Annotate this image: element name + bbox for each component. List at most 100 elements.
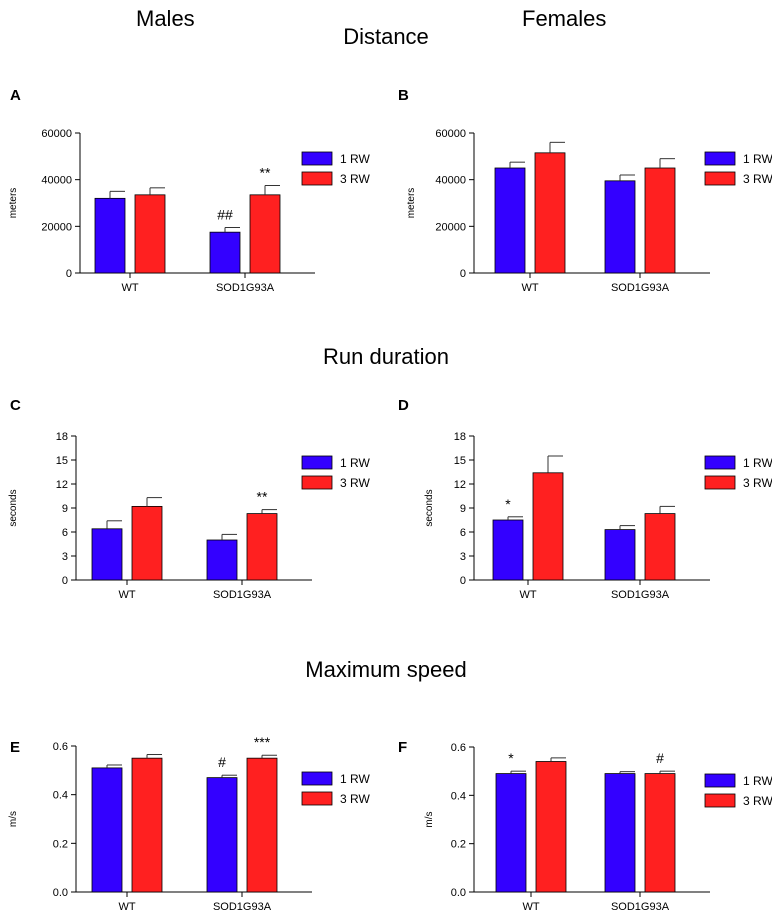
bar-3rw	[644, 773, 676, 893]
y-tick-label: 20000	[435, 221, 466, 233]
y-tick-label: 3	[62, 551, 68, 563]
y-tick-label: 12	[56, 479, 68, 491]
x-tick-label: WT	[519, 589, 536, 601]
bar-1rw	[94, 197, 126, 274]
legend-swatch-1rw	[704, 455, 736, 470]
bar-1rw	[209, 231, 241, 274]
legend-swatch-3rw	[704, 171, 736, 186]
y-tick-label: 3	[460, 551, 466, 563]
x-tick-label: SOD1G93A	[216, 282, 275, 294]
panel-letter: F	[398, 739, 407, 756]
legend-swatch-3rw	[301, 171, 333, 186]
x-tick-label: WT	[522, 901, 539, 913]
y-tick-label: 18	[454, 431, 466, 443]
chart-panel-f: F 0.0 0.2 0.4 0.6 m/s WT SOD1G93A * #1 RW 3 RW	[398, 739, 772, 913]
chart-panel-c: C 0 3 6 9 12 15 18 seconds WT SOD1G93A ** 1 RW 3 RW	[8, 397, 370, 601]
y-tick-label: 0.4	[53, 790, 68, 802]
panel-letter: B	[398, 87, 409, 104]
significance-marker: ***	[254, 734, 271, 750]
legend-label: 3 RW	[743, 172, 772, 186]
legend-swatch-1rw	[301, 151, 333, 166]
significance-marker: *	[508, 750, 514, 766]
y-tick-label: 12	[454, 479, 466, 491]
males-heading: Males	[136, 6, 195, 31]
y-axis-label: meters	[8, 188, 19, 219]
x-tick-label: WT	[118, 589, 135, 601]
significance-marker: **	[260, 165, 271, 181]
y-axis-label: m/s	[8, 811, 19, 827]
panel-letter: A	[10, 87, 21, 104]
panel-letter: D	[398, 397, 409, 414]
bar-1rw	[604, 180, 636, 274]
legend-swatch-1rw	[301, 771, 333, 786]
y-tick-label: 0	[66, 268, 72, 280]
y-tick-label: 0.6	[451, 742, 466, 754]
x-tick-label: SOD1G93A	[611, 589, 670, 601]
y-tick-label: 40000	[41, 175, 72, 187]
legend-swatch-3rw	[704, 793, 736, 808]
bar-1rw	[492, 519, 524, 581]
y-axis-label: meters	[406, 188, 417, 219]
y-tick-label: 15	[454, 455, 466, 467]
bar-3rw	[134, 194, 166, 274]
x-tick-label: SOD1G93A	[611, 901, 670, 913]
legend-label: 3 RW	[340, 172, 370, 186]
legend-swatch-3rw	[301, 475, 333, 490]
bar-1rw	[91, 528, 123, 581]
bar-3rw	[644, 513, 676, 581]
y-tick-label: 0.4	[451, 790, 466, 802]
significance-marker: *	[505, 496, 511, 512]
bar-3rw	[246, 757, 278, 893]
chart-panel-a: A 0 20000 40000 60000 meters WT SOD1G93A ## ** 1 R…	[8, 87, 370, 294]
y-tick-label: 0.6	[53, 741, 68, 753]
panel-letter: C	[10, 397, 21, 414]
x-tick-label: WT	[118, 901, 135, 913]
y-axis-label: seconds	[8, 489, 19, 526]
legend-label: 1 RW	[340, 772, 370, 786]
y-tick-label: 0	[62, 575, 68, 587]
y-tick-label: 18	[56, 431, 68, 443]
bar-3rw	[249, 194, 281, 274]
legend-swatch-3rw	[301, 791, 333, 806]
y-tick-label: 6	[62, 527, 68, 539]
x-tick-label: SOD1G93A	[213, 901, 272, 913]
bar-3rw	[131, 757, 163, 893]
x-tick-label: WT	[121, 282, 138, 294]
y-axis-label: m/s	[424, 811, 435, 827]
legend-label: 1 RW	[743, 456, 772, 470]
y-tick-label: 60000	[435, 128, 466, 140]
section-title-run-duration: Run duration	[323, 344, 449, 369]
bar-1rw	[206, 539, 238, 581]
bar-3rw	[534, 152, 566, 274]
legend-label: 1 RW	[340, 152, 370, 166]
y-axis-label: seconds	[424, 489, 435, 526]
x-tick-label: SOD1G93A	[213, 589, 272, 601]
y-tick-label: 0.2	[451, 839, 466, 851]
chart-panel-e: E 0.0 0.2 0.4 0.6 m/s WT SOD1G93A # *** 1 RW 3 RW	[8, 734, 370, 913]
y-tick-label: 0.0	[53, 887, 68, 899]
y-tick-label: 0.0	[451, 887, 466, 899]
legend-swatch-3rw	[704, 475, 736, 490]
y-tick-label: 0.2	[53, 838, 68, 850]
significance-marker: **	[257, 489, 268, 505]
y-tick-label: 0	[460, 575, 466, 587]
legend-label: 3 RW	[743, 476, 772, 490]
bar-3rw	[644, 167, 676, 274]
y-tick-label: 9	[62, 503, 68, 515]
bar-1rw	[495, 773, 527, 893]
legend-label: 1 RW	[340, 456, 370, 470]
legend-label: 3 RW	[743, 794, 772, 808]
chart-panel-d: D 0 3 6 9 12 15 18 seconds WT SOD1G93A * 1 RW 3 RW	[398, 397, 772, 601]
legend-swatch-1rw	[704, 151, 736, 166]
bar-1rw	[604, 773, 636, 893]
bar-3rw	[532, 472, 564, 581]
section-title-maximum-speed: Maximum speed	[305, 657, 467, 682]
legend-swatch-1rw	[704, 773, 736, 788]
bar-3rw	[246, 513, 278, 581]
legend-label: 3 RW	[340, 792, 370, 806]
x-tick-label: WT	[521, 282, 538, 294]
significance-marker: ##	[217, 207, 233, 223]
significance-marker: #	[218, 754, 226, 770]
bar-3rw	[535, 761, 567, 893]
